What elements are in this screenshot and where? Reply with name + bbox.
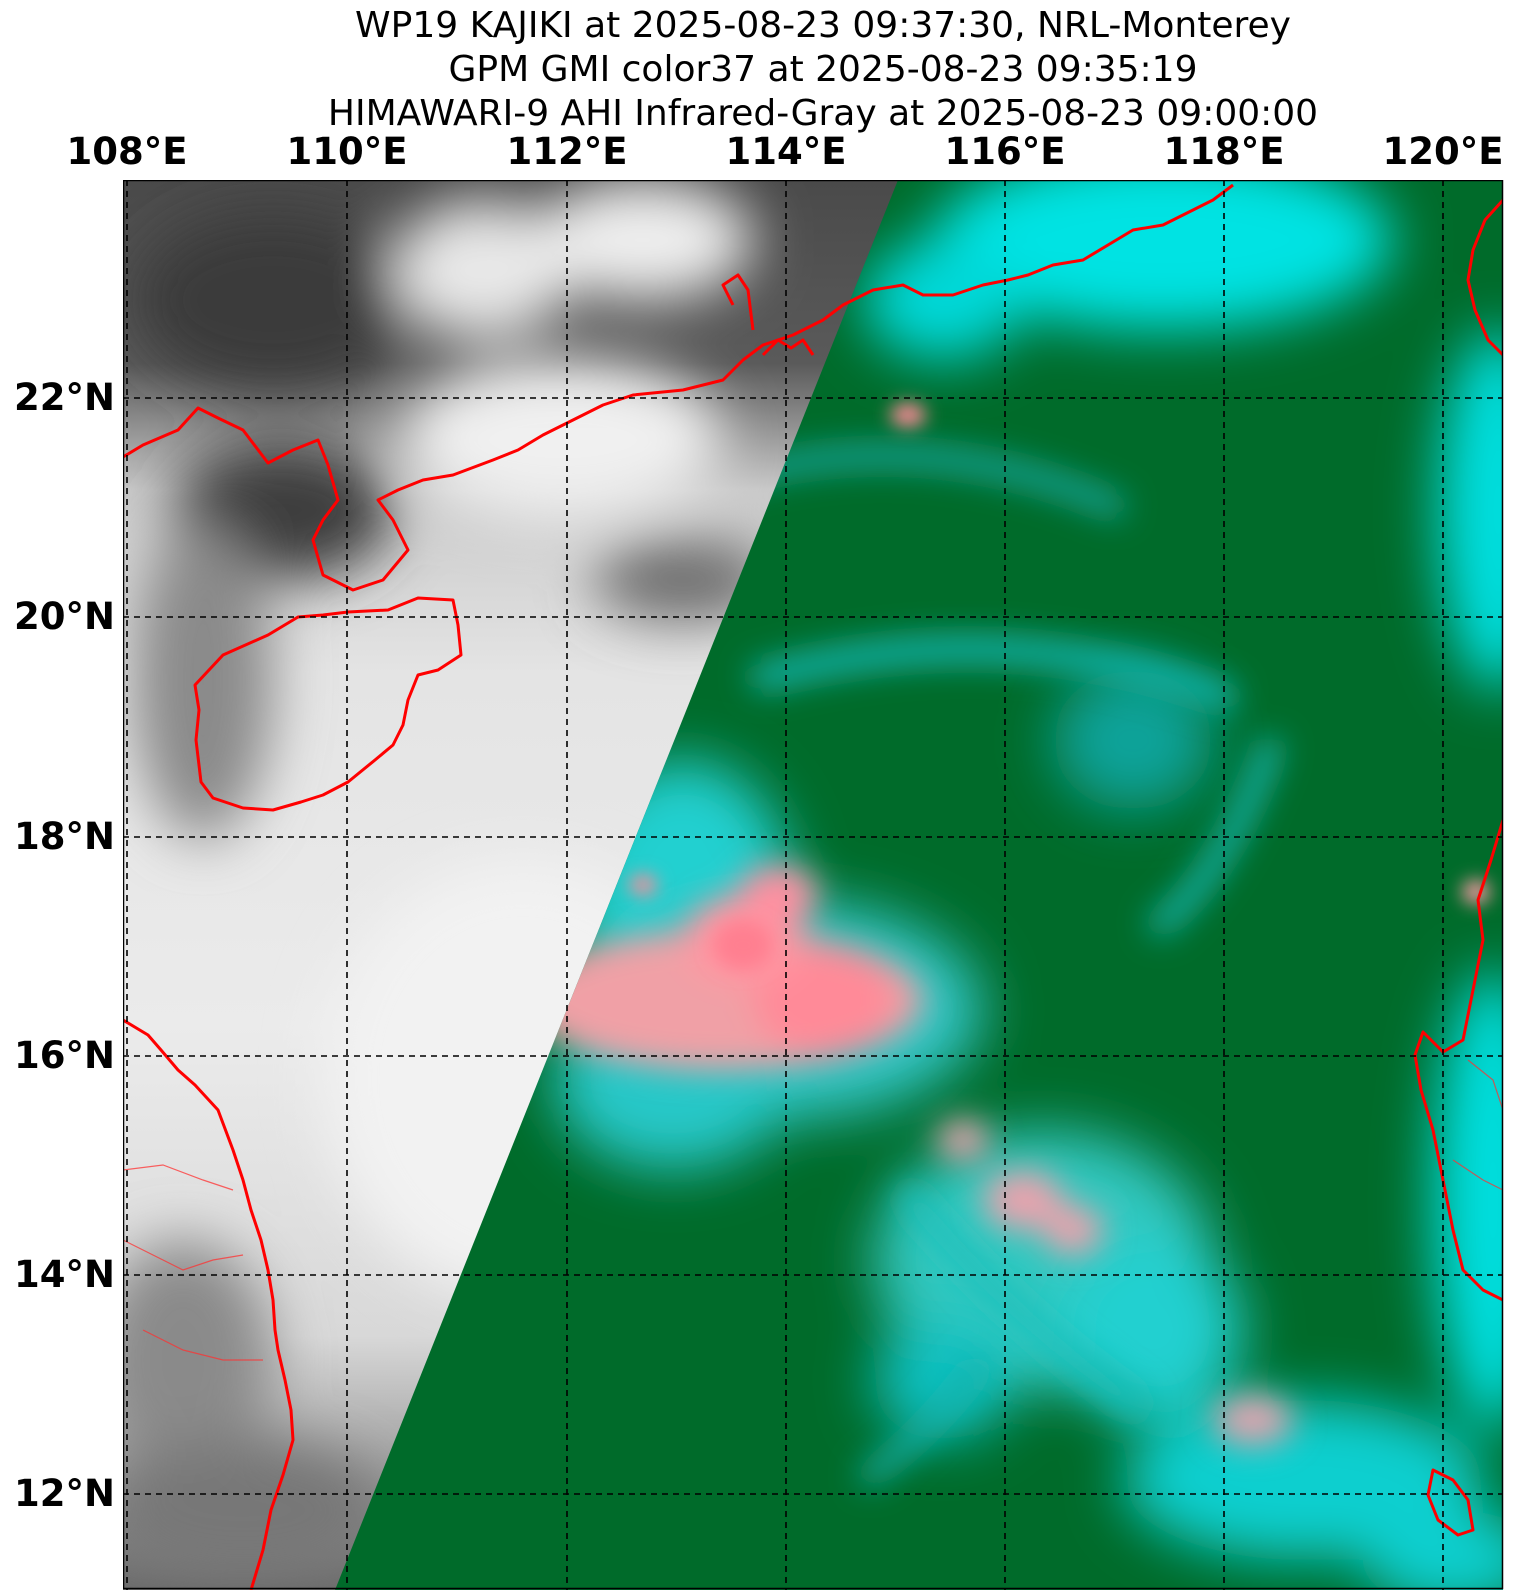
taiwan-coast bbox=[1466, 198, 1503, 357]
hainan-island bbox=[193, 596, 463, 812]
lon-tick-116e: 116°E bbox=[944, 130, 1066, 173]
luzon-coast bbox=[1413, 819, 1503, 1302]
intense-cores bbox=[629, 403, 1490, 970]
title-microwave-line: GPM GMI color37 at 2025-08-23 09:35:19 bbox=[448, 49, 1198, 90]
vietnam-coast bbox=[123, 1018, 295, 1590]
vietnam-border bbox=[123, 1164, 263, 1361]
south-china-coast bbox=[123, 183, 1234, 592]
mindoro-coast bbox=[1426, 1468, 1475, 1537]
coastlines bbox=[123, 183, 1503, 1590]
lon-tick-110e: 110°E bbox=[286, 130, 408, 173]
lat-tick-22n: 22°N bbox=[14, 376, 115, 419]
lon-tick-118e: 118°E bbox=[1163, 130, 1285, 173]
lat-tick-20n: 20°N bbox=[14, 595, 115, 638]
lat-tick-14n: 14°N bbox=[14, 1253, 115, 1296]
pearl-river-estuary bbox=[721, 273, 815, 357]
lat-tick-16n: 16°N bbox=[14, 1034, 115, 1077]
lon-tick-114e: 114°E bbox=[725, 130, 847, 173]
lon-tick-112e: 112°E bbox=[506, 130, 628, 173]
lat-tick-12n: 12°N bbox=[14, 1472, 115, 1515]
luzon-border bbox=[1452, 1059, 1503, 1191]
title-storm-line: WP19 KAJIKI at 2025-08-23 09:37:30, NRL-… bbox=[355, 5, 1291, 46]
lat-tick-18n: 18°N bbox=[14, 815, 115, 858]
lon-tick-120e: 120°E bbox=[1382, 130, 1504, 173]
borders bbox=[123, 1059, 1503, 1361]
lon-tick-108e: 108°E bbox=[66, 130, 188, 173]
gridlines bbox=[123, 180, 1503, 1590]
title-infrared-line: HIMAWARI-9 AHI Infrared-Gray at 2025-08-… bbox=[327, 93, 1319, 134]
map-frame bbox=[123, 180, 1504, 1590]
map-panel bbox=[123, 180, 1523, 1590]
satellite-map bbox=[123, 180, 1504, 1590]
cyan-rainband-arcs bbox=[719, 445, 1284, 1489]
